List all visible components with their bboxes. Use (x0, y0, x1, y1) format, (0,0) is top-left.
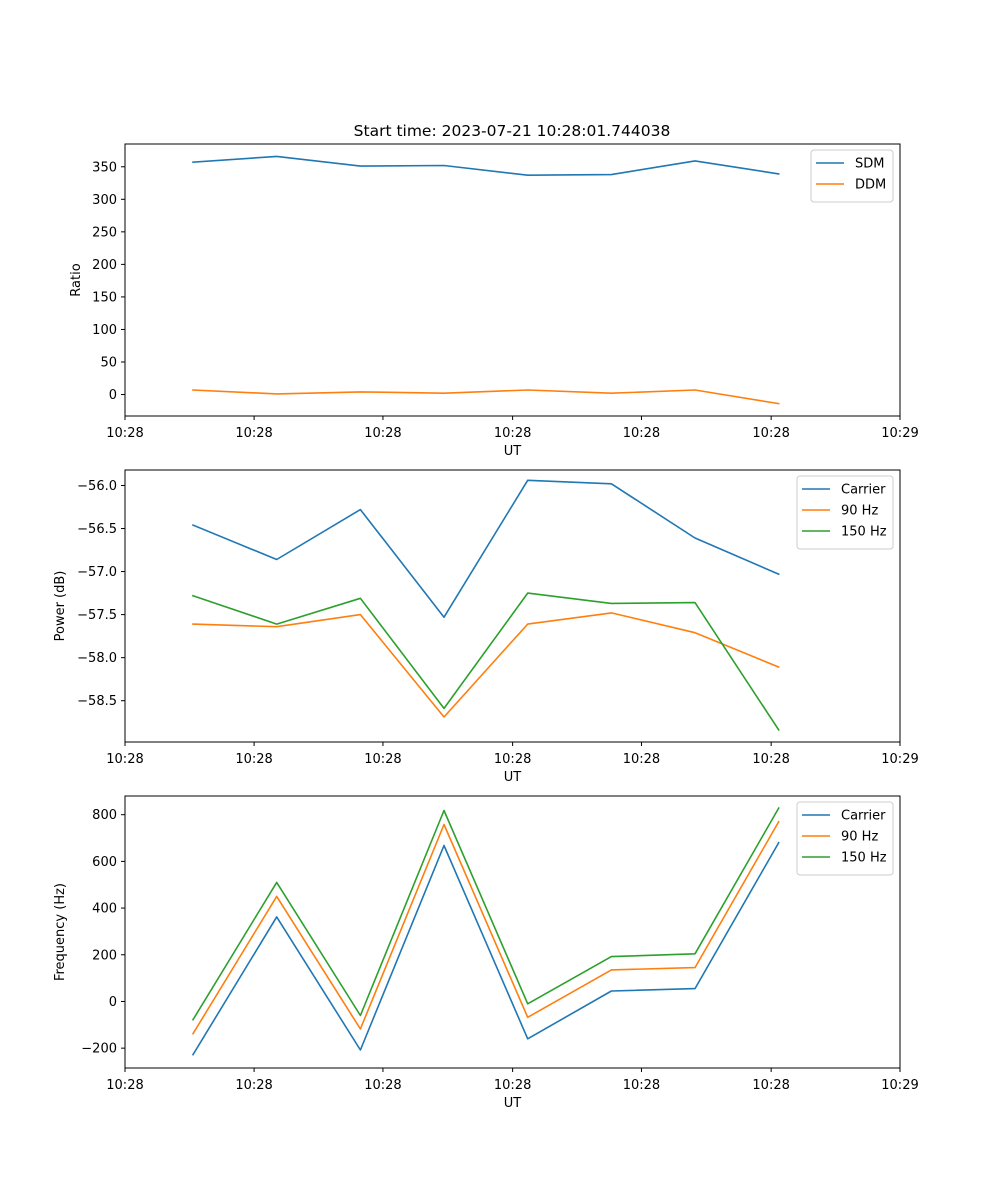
y-tick-label: 250 (92, 225, 117, 240)
power-series-line-90-hz (192, 612, 780, 718)
y-axis-label: Frequency (Hz) (53, 883, 68, 981)
y-tick-label: −57.5 (77, 608, 117, 623)
y-tick-label: 400 (92, 902, 117, 917)
x-tick-label: 10:28 (235, 752, 272, 767)
y-tick-label: −56.5 (77, 522, 117, 537)
y-tick-label: 200 (92, 258, 117, 273)
x-tick-label: 10:28 (623, 1078, 660, 1093)
x-tick-label: 10:28 (494, 426, 531, 441)
x-tick-label: 10:28 (752, 752, 789, 767)
x-tick-label: 10:28 (494, 1078, 531, 1093)
x-tick-label: 10:28 (235, 1078, 272, 1093)
legend-label: 150 Hz (841, 525, 887, 540)
y-tick-label: 0 (109, 388, 117, 403)
x-tick-label: 10:28 (752, 1078, 789, 1093)
frequency-series-line-90-hz (191, 820, 780, 1035)
x-tick-label: 10:28 (494, 752, 531, 767)
x-tick-label: 10:28 (364, 1078, 401, 1093)
legend-label: Carrier (841, 809, 886, 824)
y-tick-label: 600 (92, 855, 117, 870)
legend-label: Carrier (841, 483, 886, 498)
legend-label: SDM (855, 157, 884, 172)
ratio-panel: 0 50 100 150 200 250 300 350 10:28 10:28 10:28 10:2… (69, 143, 919, 459)
x-tick-label: 10:29 (881, 752, 918, 767)
legend-label: DDM (855, 178, 886, 193)
x-tick-label: 10:28 (623, 752, 660, 767)
x-tick-label: 10:29 (881, 426, 918, 441)
y-tick-label: 50 (100, 355, 117, 370)
frequency-legend: Carrier 90 Hz 150 Hz (796, 801, 894, 876)
frequency-series-line-carrier (191, 841, 780, 1056)
frequency-axes-frame (124, 795, 901, 1069)
y-tick-label: 200 (92, 948, 117, 963)
y-tick-label: 100 (92, 323, 117, 338)
y-tick-label: −57.0 (77, 565, 117, 580)
x-tick-label: 10:28 (752, 426, 789, 441)
figure-title: Start time: 2023-07-21 10:28:01.744038 (354, 122, 671, 140)
power-axes-frame (124, 469, 901, 743)
frequency-panel: −200 0 200 400 600 800 10:28 10:28 10:28 10:28 10:… (53, 795, 919, 1111)
y-tick-label: 800 (92, 808, 117, 823)
y-tick-label: −200 (81, 1042, 117, 1057)
power-series-line-150-hz (191, 592, 780, 732)
legend-label: 150 Hz (841, 851, 887, 866)
y-tick-label: 0 (109, 995, 117, 1010)
ratio-legend: SDM DDM (810, 149, 894, 203)
y-tick-label: 350 (92, 160, 117, 175)
x-tick-label: 10:28 (106, 1078, 143, 1093)
x-axis-label: UT (504, 770, 522, 785)
x-tick-label: 10:28 (106, 752, 143, 767)
ratio-series-line-sdm (192, 155, 780, 176)
x-tick-label: 10:28 (364, 752, 401, 767)
x-tick-label: 10:28 (106, 426, 143, 441)
ratio-axes-frame (124, 143, 901, 417)
power-legend: Carrier 90 Hz 150 Hz (796, 475, 894, 550)
y-tick-label: −58.0 (77, 651, 117, 666)
x-tick-label: 10:28 (364, 426, 401, 441)
y-axis-label: Power (dB) (53, 571, 68, 642)
x-axis-label: UT (504, 1096, 522, 1111)
x-tick-label: 10:29 (881, 1078, 918, 1093)
legend-label: 90 Hz (841, 504, 878, 519)
frequency-series-line-150-hz (191, 807, 780, 1021)
ratio-series-line-ddm (192, 389, 780, 405)
y-tick-label: 150 (92, 290, 117, 305)
y-tick-label: 300 (92, 193, 117, 208)
power-series-line-carrier (191, 479, 780, 619)
y-tick-label: −58.5 (77, 694, 117, 709)
power-panel: −58.5 −58.0 −57.5 −57.0 −56.5 −56.0 10:28 10:28… (53, 469, 919, 785)
x-axis-label: UT (504, 444, 522, 459)
y-tick-label: −56.0 (77, 479, 117, 494)
legend-label: 90 Hz (841, 830, 878, 845)
x-tick-label: 10:28 (623, 426, 660, 441)
y-axis-label: Ratio (69, 263, 84, 296)
x-tick-label: 10:28 (235, 426, 272, 441)
